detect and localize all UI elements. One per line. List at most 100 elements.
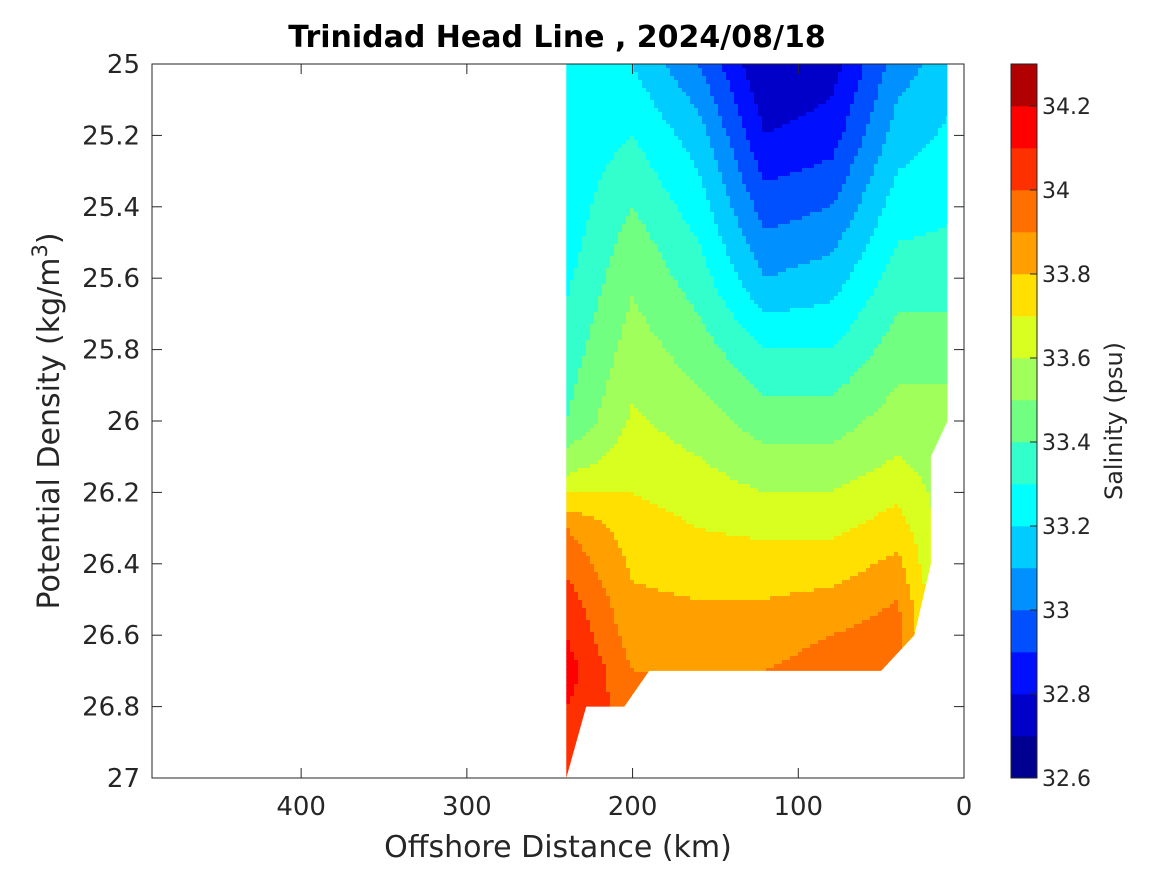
contour-cell [586, 468, 591, 473]
contour-cell [626, 460, 631, 465]
contour-cell [626, 772, 631, 777]
contour-cell [658, 308, 663, 313]
contour-cell [586, 612, 591, 617]
contour-cell [618, 164, 623, 169]
contour-cell [654, 524, 659, 529]
contour-cell [602, 248, 607, 253]
contour-cell [626, 372, 631, 377]
contour-cell [590, 188, 595, 193]
contour-cell [666, 636, 671, 641]
contour-cell [634, 552, 639, 557]
contour-cell [586, 212, 591, 217]
contour-cell [638, 672, 643, 677]
contour-cell [650, 732, 655, 737]
contour-cell [634, 464, 639, 469]
contour-cell [646, 396, 651, 401]
contour-cell [634, 348, 639, 353]
contour-cell [574, 216, 579, 221]
contour-cell [630, 272, 635, 277]
contour-cell [634, 576, 639, 581]
contour-cell [606, 364, 611, 369]
contour-cell [650, 252, 655, 257]
contour-cell [574, 672, 579, 677]
contour-cell [666, 420, 671, 425]
contour-cell [666, 540, 671, 545]
contour-cell [670, 728, 675, 733]
contour-cell [614, 460, 619, 465]
contour-cell [590, 596, 595, 601]
contour-cell [578, 480, 583, 485]
contour-cell [674, 256, 679, 261]
contour-cell [666, 172, 671, 177]
contour-cell [650, 672, 655, 677]
contour-cell [662, 324, 667, 329]
contour-cell [586, 756, 591, 761]
contour-cell [662, 644, 667, 649]
contour-cell [662, 556, 667, 561]
contour-cell [570, 576, 575, 581]
contour-cell [578, 540, 583, 545]
contour-cell [674, 656, 679, 661]
contour-cell [570, 468, 575, 473]
contour-cell [570, 484, 575, 489]
contour-cell [666, 560, 671, 565]
contour-cell [626, 228, 631, 233]
contour-cell [658, 312, 663, 317]
contour-cell [598, 556, 603, 561]
contour-cell [646, 420, 651, 425]
contour-cell [646, 64, 651, 69]
contour-cell [566, 140, 571, 145]
contour-cell [582, 260, 587, 265]
contour-cell [610, 400, 615, 405]
contour-cell [650, 104, 655, 109]
contour-cell [594, 184, 599, 189]
contour-cell [574, 616, 579, 621]
contour-cell [618, 484, 623, 489]
contour-cell [666, 348, 671, 353]
contour-cell [658, 652, 663, 657]
contour-cell [626, 340, 631, 345]
contour-cell [634, 300, 639, 305]
contour-cell [582, 188, 587, 193]
contour-cell [650, 668, 655, 673]
contour-cell [630, 372, 635, 377]
contour-cell [666, 272, 671, 277]
contour-cell [598, 108, 603, 113]
contour-cell [590, 492, 595, 497]
contour-cell [570, 456, 575, 461]
contour-cell [642, 760, 647, 765]
contour-cell [578, 212, 583, 217]
contour-cell [578, 700, 583, 705]
contour-cell [630, 104, 635, 109]
contour-cell [662, 592, 667, 597]
contour-cell [618, 688, 623, 693]
contour-cell [586, 388, 591, 393]
contour-cell [630, 72, 635, 77]
contour-cell [642, 772, 647, 777]
contour-cell [658, 660, 663, 665]
contour-cell [650, 260, 655, 265]
contour-cell [654, 456, 659, 461]
contour-cell [582, 488, 587, 493]
contour-cell [662, 364, 667, 369]
contour-cell [602, 72, 607, 77]
contour-cell [566, 148, 571, 153]
contour-cell [590, 600, 595, 605]
contour-cell [586, 208, 591, 213]
contour-cell [614, 480, 619, 485]
contour-cell [590, 424, 595, 429]
contour-cell [570, 572, 575, 577]
contour-cell [586, 316, 591, 321]
contour-cell [610, 292, 615, 297]
contour-cell [646, 416, 651, 421]
contour-cell [594, 140, 599, 145]
contour-cell [662, 676, 667, 681]
contour-cell [610, 248, 615, 253]
contour-cell [586, 420, 591, 425]
contour-cell [618, 64, 623, 69]
contour-cell [666, 472, 671, 477]
contour-cell [630, 88, 635, 93]
contour-cell [662, 640, 667, 645]
contour-cell [590, 468, 595, 473]
contour-cell [654, 436, 659, 441]
